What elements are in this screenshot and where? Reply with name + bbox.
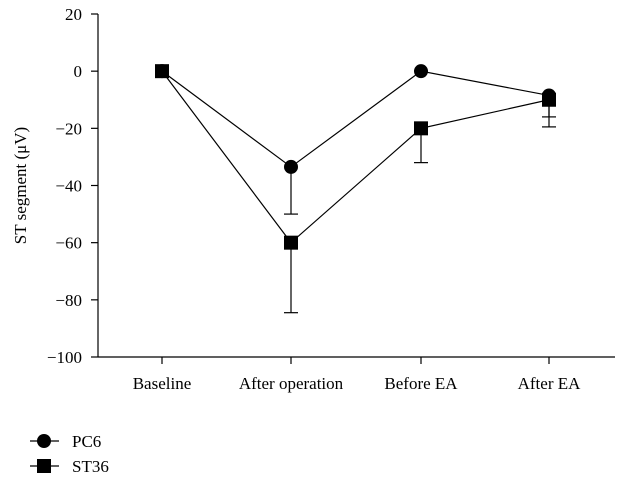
legend: PC6 ST36	[30, 432, 109, 476]
series-st36	[155, 64, 556, 314]
legend-item-pc6: PC6	[30, 432, 101, 451]
y-tick-label: −40	[55, 177, 82, 196]
data-point-pc6	[414, 64, 428, 79]
y-tick-label: −100	[47, 348, 82, 367]
y-tick-label: −20	[55, 119, 82, 138]
x-tick-label: After EA	[518, 374, 582, 393]
x-tick-label: Before EA	[384, 374, 458, 393]
legend-item-st36: ST36	[30, 457, 109, 476]
y-tick-label: −60	[55, 234, 82, 253]
data-point-st36	[155, 64, 169, 79]
data-point-st36	[414, 121, 428, 136]
y-ticks: 20 0 −20 −40 −60 −80 −100	[47, 5, 98, 367]
data-point-st36	[542, 92, 556, 107]
series-layer	[155, 64, 556, 314]
x-tick-label: After operation	[239, 374, 344, 393]
y-tick-label: 0	[74, 62, 83, 81]
legend-marker	[37, 459, 51, 473]
y-tick-label: 20	[65, 5, 82, 24]
x-tick-label: Baseline	[133, 374, 192, 393]
x-ticks: Baseline After operation Before EA After EA	[133, 357, 581, 393]
data-point-st36	[284, 235, 298, 250]
series-pc6	[155, 64, 556, 215]
data-point-pc6	[284, 159, 298, 174]
series-line-st36	[161, 70, 550, 244]
y-axis-title: ST segment (μV)	[11, 127, 30, 244]
series-line-pc6	[161, 70, 550, 168]
legend-marker	[37, 434, 51, 448]
y-tick-label: −80	[55, 291, 82, 310]
legend-label: ST36	[72, 457, 109, 476]
legend-label: PC6	[72, 432, 101, 451]
